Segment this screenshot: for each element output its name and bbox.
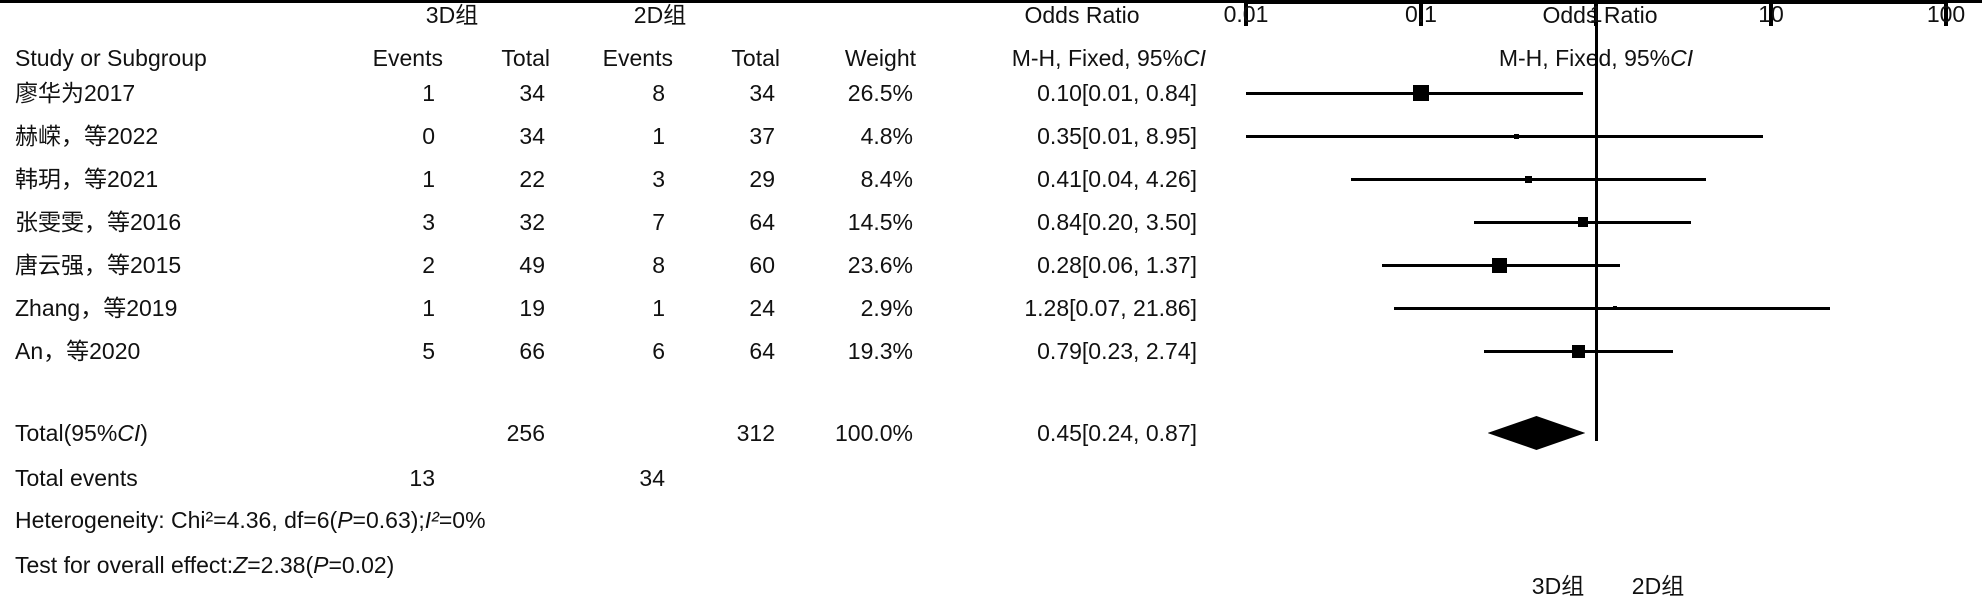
- events2-col-header: Events: [602, 45, 673, 71]
- study-name-cell: 赫嵘，等2022: [15, 123, 159, 149]
- weight-cell: 2.9%: [860, 295, 913, 321]
- events2-cell: 8: [652, 252, 665, 278]
- total1-cell: 32: [519, 209, 545, 235]
- events2-cell: 7: [652, 209, 665, 235]
- heterogeneity-text: Heterogeneity: Chi²=4.36, df=6(P=0.63);I…: [15, 507, 486, 533]
- weight-cell: 19.3%: [847, 338, 913, 364]
- total-total2: 312: [736, 420, 775, 446]
- events1-cell: 2: [422, 252, 435, 278]
- weight-cell: 8.4%: [860, 166, 913, 192]
- effect-marker: [1513, 133, 1519, 139]
- total2-cell: 29: [749, 166, 775, 192]
- weight-col-header: Weight: [844, 45, 916, 71]
- total-events2: 34: [639, 465, 665, 491]
- ci-line: [1393, 306, 1831, 310]
- total2-cell: 34: [749, 80, 775, 106]
- events2-cell: 1: [652, 123, 665, 149]
- events2-cell: 3: [652, 166, 665, 192]
- total-events-label: Total events: [15, 465, 138, 491]
- total2-cell: 37: [749, 123, 775, 149]
- axis-tick-label: 1: [1589, 1, 1603, 27]
- or-ci-cell: 1.28[0.07, 21.86]: [1024, 295, 1197, 321]
- total-events1: 13: [409, 465, 435, 491]
- events2-cell: 1: [652, 295, 665, 321]
- study-name-cell: Zhang，等2019: [15, 295, 178, 321]
- weight-cell: 14.5%: [847, 209, 913, 235]
- axis-tick-label: 100: [1926, 1, 1966, 27]
- weight-cell: 23.6%: [847, 252, 913, 278]
- total1-cell: 49: [519, 252, 545, 278]
- total1-col-header: Total: [501, 45, 550, 71]
- or-title-right: Odds Ratio: [1542, 2, 1658, 28]
- header-divider: [0, 0, 1982, 3]
- total-label: Total(95%CI): [15, 420, 148, 446]
- total1-cell: 19: [519, 295, 545, 321]
- effect-marker: [1491, 257, 1507, 273]
- or-ci-cell: 0.41[0.04, 4.26]: [1037, 166, 1197, 192]
- effect-marker: [1571, 344, 1585, 358]
- total-weight: 100.0%: [834, 420, 913, 446]
- axis-tick: [1244, 0, 1248, 26]
- axis-tick-label: 0.1: [1405, 1, 1437, 27]
- or-ci-cell: 0.79[0.23, 2.74]: [1037, 338, 1197, 364]
- favours-left-label: 3D组: [1531, 573, 1585, 599]
- study-name-cell: 张雯雯，等2016: [15, 209, 182, 235]
- events1-col-header: Events: [372, 45, 443, 71]
- study-name-cell: An，等2020: [15, 338, 141, 364]
- group1-header: 3D组: [425, 2, 479, 28]
- or-ci-cell: 0.84[0.20, 3.50]: [1037, 209, 1197, 235]
- events1-cell: 3: [422, 209, 435, 235]
- study-name-cell: 韩玥，等2021: [15, 166, 159, 192]
- axis-tick: [1944, 0, 1948, 26]
- events1-cell: 1: [422, 166, 435, 192]
- study-name-cell: 廖华为2017: [15, 80, 136, 106]
- total1-cell: 34: [519, 123, 545, 149]
- overall-effect-text: Test for overall effect:Z=2.38(P=0.02): [15, 552, 395, 578]
- or-ci-cell: 0.10[0.01, 0.84]: [1037, 80, 1197, 106]
- total-total1: 256: [506, 420, 545, 446]
- axis-tick-label: 10: [1758, 1, 1784, 27]
- total1-cell: 22: [519, 166, 545, 192]
- events1-cell: 5: [422, 338, 435, 364]
- group2-header: 2D组: [633, 2, 687, 28]
- events2-cell: 8: [652, 80, 665, 106]
- study-col-header: Study or Subgroup: [15, 45, 207, 71]
- total2-cell: 24: [749, 295, 775, 321]
- events1-cell: 1: [422, 295, 435, 321]
- events2-cell: 6: [652, 338, 665, 364]
- weight-cell: 4.8%: [860, 123, 913, 149]
- events1-cell: 0: [422, 123, 435, 149]
- or-ci-cell: 0.28[0.06, 1.37]: [1037, 252, 1197, 278]
- axis-tick: [1594, 0, 1598, 26]
- axis-tick: [1769, 0, 1773, 26]
- total1-cell: 34: [519, 80, 545, 106]
- total2-cell: 64: [749, 338, 775, 364]
- total2-cell: 64: [749, 209, 775, 235]
- effect-marker: [1612, 306, 1617, 310]
- pooled-estimate-diamond: [1487, 416, 1586, 450]
- total-or-text: 0.45[0.24, 0.87]: [1037, 420, 1197, 446]
- or-sub-right: M-H, Fixed, 95%CI: [1498, 45, 1694, 71]
- ci-line: [1246, 134, 1763, 138]
- total2-cell: 60: [749, 252, 775, 278]
- or-ci-cell: 0.35[0.01, 8.95]: [1037, 123, 1197, 149]
- events1-cell: 1: [422, 80, 435, 106]
- axis-tick: [1419, 0, 1423, 26]
- total1-cell: 66: [519, 338, 545, 364]
- or-title-left: Odds Ratio: [1024, 2, 1140, 28]
- effect-marker: [1524, 175, 1532, 183]
- total2-col-header: Total: [731, 45, 780, 71]
- study-name-cell: 唐云强，等2015: [15, 252, 182, 278]
- favours-right-label: 2D组: [1631, 573, 1685, 599]
- or-sub-left: M-H, Fixed, 95%CI: [1011, 45, 1206, 71]
- effect-marker: [1577, 217, 1588, 227]
- weight-cell: 26.5%: [847, 80, 913, 106]
- axis-tick-label: 0.01: [1223, 1, 1269, 27]
- effect-marker: [1413, 85, 1429, 101]
